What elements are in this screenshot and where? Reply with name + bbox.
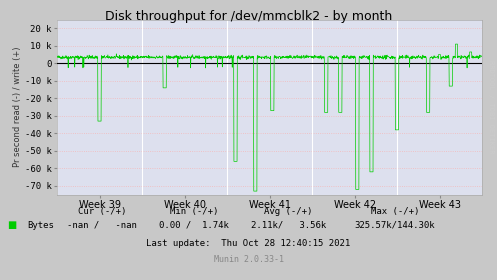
Text: Last update:  Thu Oct 28 12:40:15 2021: Last update: Thu Oct 28 12:40:15 2021 bbox=[147, 239, 350, 248]
Text: Munin 2.0.33-1: Munin 2.0.33-1 bbox=[214, 255, 283, 263]
Text: 2.11k/   3.56k: 2.11k/ 3.56k bbox=[250, 221, 326, 230]
Text: Min (-/+): Min (-/+) bbox=[169, 207, 218, 216]
Text: Cur (-/+): Cur (-/+) bbox=[78, 207, 126, 216]
Text: Avg (-/+): Avg (-/+) bbox=[264, 207, 313, 216]
Text: Bytes: Bytes bbox=[27, 221, 54, 230]
Text: -nan /   -nan: -nan / -nan bbox=[67, 221, 137, 230]
Text: ■: ■ bbox=[7, 220, 17, 230]
Text: Max (-/+): Max (-/+) bbox=[371, 207, 419, 216]
Y-axis label: Pr second read (-) / write (+): Pr second read (-) / write (+) bbox=[13, 47, 22, 167]
Text: 0.00 /  1.74k: 0.00 / 1.74k bbox=[159, 221, 229, 230]
Text: RRDTOOL / TOBI OETIKER: RRDTOOL / TOBI OETIKER bbox=[488, 60, 494, 153]
Text: Disk throughput for /dev/mmcblk2 - by month: Disk throughput for /dev/mmcblk2 - by mo… bbox=[105, 10, 392, 23]
Text: 325.57k/144.30k: 325.57k/144.30k bbox=[355, 221, 435, 230]
